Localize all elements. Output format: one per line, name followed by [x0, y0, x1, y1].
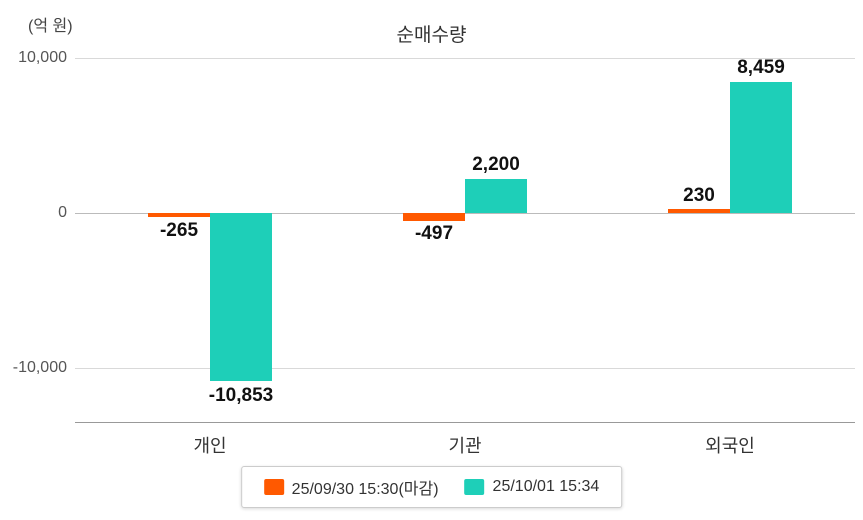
legend-label-series2: 25/10/01 15:34 [493, 478, 600, 496]
bar-value-기관-series1: -497 [369, 223, 499, 245]
bar-value-개인-series2: -10,853 [176, 385, 306, 407]
bar-기관-series1[interactable] [403, 213, 465, 221]
bar-value-기관-series2: 2,200 [431, 154, 561, 176]
legend: 25/09/30 15:30(마감) 25/10/01 15:34 [241, 466, 623, 508]
ytick-neg10000: -10,000 [7, 359, 67, 377]
legend-swatch-series1 [264, 479, 284, 495]
plot-area: 10,000 0 -10,000 -265 -10,853 개인 -497 2,… [75, 50, 855, 430]
chart-title: 순매수량 [0, 20, 863, 47]
category-label-외국인: 외국인 [630, 432, 830, 458]
chart-container: (억 원) 순매수량 10,000 0 -10,000 -265 -10,853… [0, 0, 863, 520]
bar-외국인-series1[interactable] [668, 209, 730, 213]
bar-개인-series1[interactable] [148, 213, 210, 217]
legend-item-series2[interactable]: 25/10/01 15:34 [465, 478, 600, 496]
ytick-0: 0 [7, 204, 67, 222]
bar-기관-series2[interactable] [465, 179, 527, 213]
gridline-neg10000 [75, 368, 855, 369]
category-label-개인: 개인 [110, 432, 310, 458]
legend-label-series1: 25/09/30 15:30(마감) [292, 475, 439, 499]
legend-swatch-series2 [465, 479, 485, 495]
ytick-10000: 10,000 [7, 49, 67, 67]
bottom-axis-line [75, 422, 855, 423]
bar-외국인-series2[interactable] [730, 82, 792, 213]
bar-value-외국인-series2: 8,459 [696, 57, 826, 79]
bar-개인-series2[interactable] [210, 213, 272, 381]
category-label-기관: 기관 [365, 432, 565, 458]
legend-item-series1[interactable]: 25/09/30 15:30(마감) [264, 475, 439, 499]
